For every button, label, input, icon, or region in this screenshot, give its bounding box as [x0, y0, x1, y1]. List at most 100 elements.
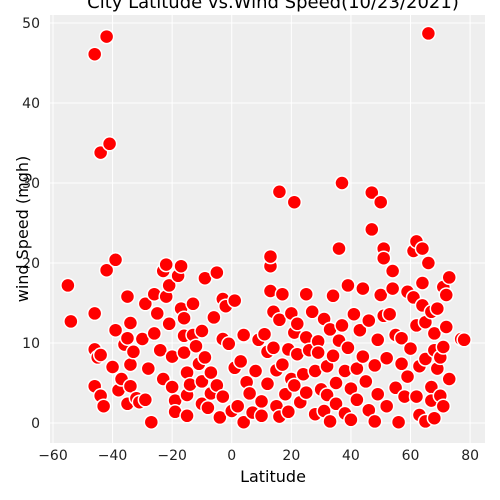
x-tick-label: 0 [227, 448, 236, 464]
data-point [143, 414, 160, 430]
data-point [393, 330, 410, 346]
data-point [173, 258, 189, 274]
x-tick-label: −60 [38, 448, 68, 464]
data-point [274, 286, 291, 302]
data-point [92, 347, 109, 363]
data-point [176, 344, 192, 361]
data-point [176, 310, 192, 326]
data-point [280, 404, 297, 420]
data-point [104, 359, 121, 375]
x-tick-label: −20 [157, 448, 187, 464]
data-point [107, 252, 124, 268]
x-axis-label: Latitude [240, 467, 306, 486]
data-point [322, 413, 338, 430]
data-point [161, 316, 177, 332]
data-point [325, 348, 341, 364]
data-point [140, 360, 157, 377]
data-point [343, 412, 359, 428]
data-point [164, 379, 180, 395]
y-tick-label: 20 [22, 256, 40, 272]
data-point [361, 312, 377, 329]
data-point [441, 269, 457, 286]
data-point [349, 360, 365, 377]
data-point [438, 319, 455, 335]
data-point [393, 356, 410, 372]
data-point [161, 277, 177, 294]
data-point [247, 363, 264, 379]
y-tick-label: 30 [22, 176, 40, 192]
data-point [253, 408, 270, 424]
data-point [119, 288, 136, 305]
data-point [122, 378, 139, 394]
y-tick-labels: 0 10 20 30 40 50 [22, 16, 40, 432]
data-point [340, 340, 356, 356]
data-point [137, 392, 154, 408]
data-point [441, 371, 457, 387]
data-point [435, 398, 452, 414]
data-point [375, 250, 392, 266]
data-point [235, 414, 252, 430]
y-axis-label: wind Speed (mgh) [13, 156, 32, 303]
data-point [158, 256, 174, 273]
data-point [197, 349, 213, 366]
data-point [420, 255, 437, 271]
data-point [188, 338, 204, 354]
data-point [286, 194, 303, 210]
data-point [286, 377, 303, 394]
data-point [435, 339, 452, 355]
data-point [408, 388, 425, 405]
data-point [149, 305, 166, 322]
data-point [289, 316, 306, 332]
x-tick-label: 40 [342, 448, 360, 464]
data-point [119, 330, 136, 346]
data-point [367, 413, 383, 430]
data-point [200, 400, 216, 416]
data-point [310, 344, 326, 361]
data-point [95, 398, 112, 414]
data-point [298, 286, 314, 302]
data-point [331, 240, 347, 257]
data-point [438, 287, 455, 303]
data-point [146, 325, 163, 342]
data-point [369, 332, 386, 348]
data-point [86, 46, 103, 62]
data-point [226, 292, 243, 309]
data-point [355, 348, 371, 365]
data-point [381, 306, 398, 322]
data-point [137, 296, 154, 312]
data-point [378, 398, 395, 414]
data-point [456, 332, 472, 348]
data-point [426, 325, 443, 342]
data-point [346, 306, 362, 322]
data-point [241, 385, 258, 402]
data-point [384, 280, 401, 297]
data-point [152, 342, 168, 358]
data-point [212, 409, 228, 426]
data-point [340, 277, 356, 294]
data-point [271, 312, 288, 328]
data-point [194, 323, 210, 339]
x-tick-label: 60 [402, 448, 420, 464]
data-point [206, 309, 222, 326]
data-point [367, 357, 383, 374]
data-point [372, 194, 389, 210]
data-point [232, 353, 249, 370]
data-point [122, 315, 139, 331]
data-point [179, 408, 195, 424]
data-point [390, 414, 407, 430]
data-point [86, 305, 103, 322]
data-point [334, 317, 350, 334]
x-tick-label: 20 [282, 448, 300, 464]
data-point [304, 304, 320, 320]
data-point [256, 326, 273, 342]
data-point [298, 384, 314, 401]
data-point [420, 25, 437, 42]
data-point [271, 184, 288, 200]
data-point [235, 327, 252, 343]
data-point [125, 344, 142, 360]
data-point [274, 356, 291, 373]
y-tick-label: 10 [22, 336, 40, 352]
data-point [364, 184, 380, 201]
y-tick-label: 0 [31, 416, 40, 432]
data-point [372, 287, 389, 303]
